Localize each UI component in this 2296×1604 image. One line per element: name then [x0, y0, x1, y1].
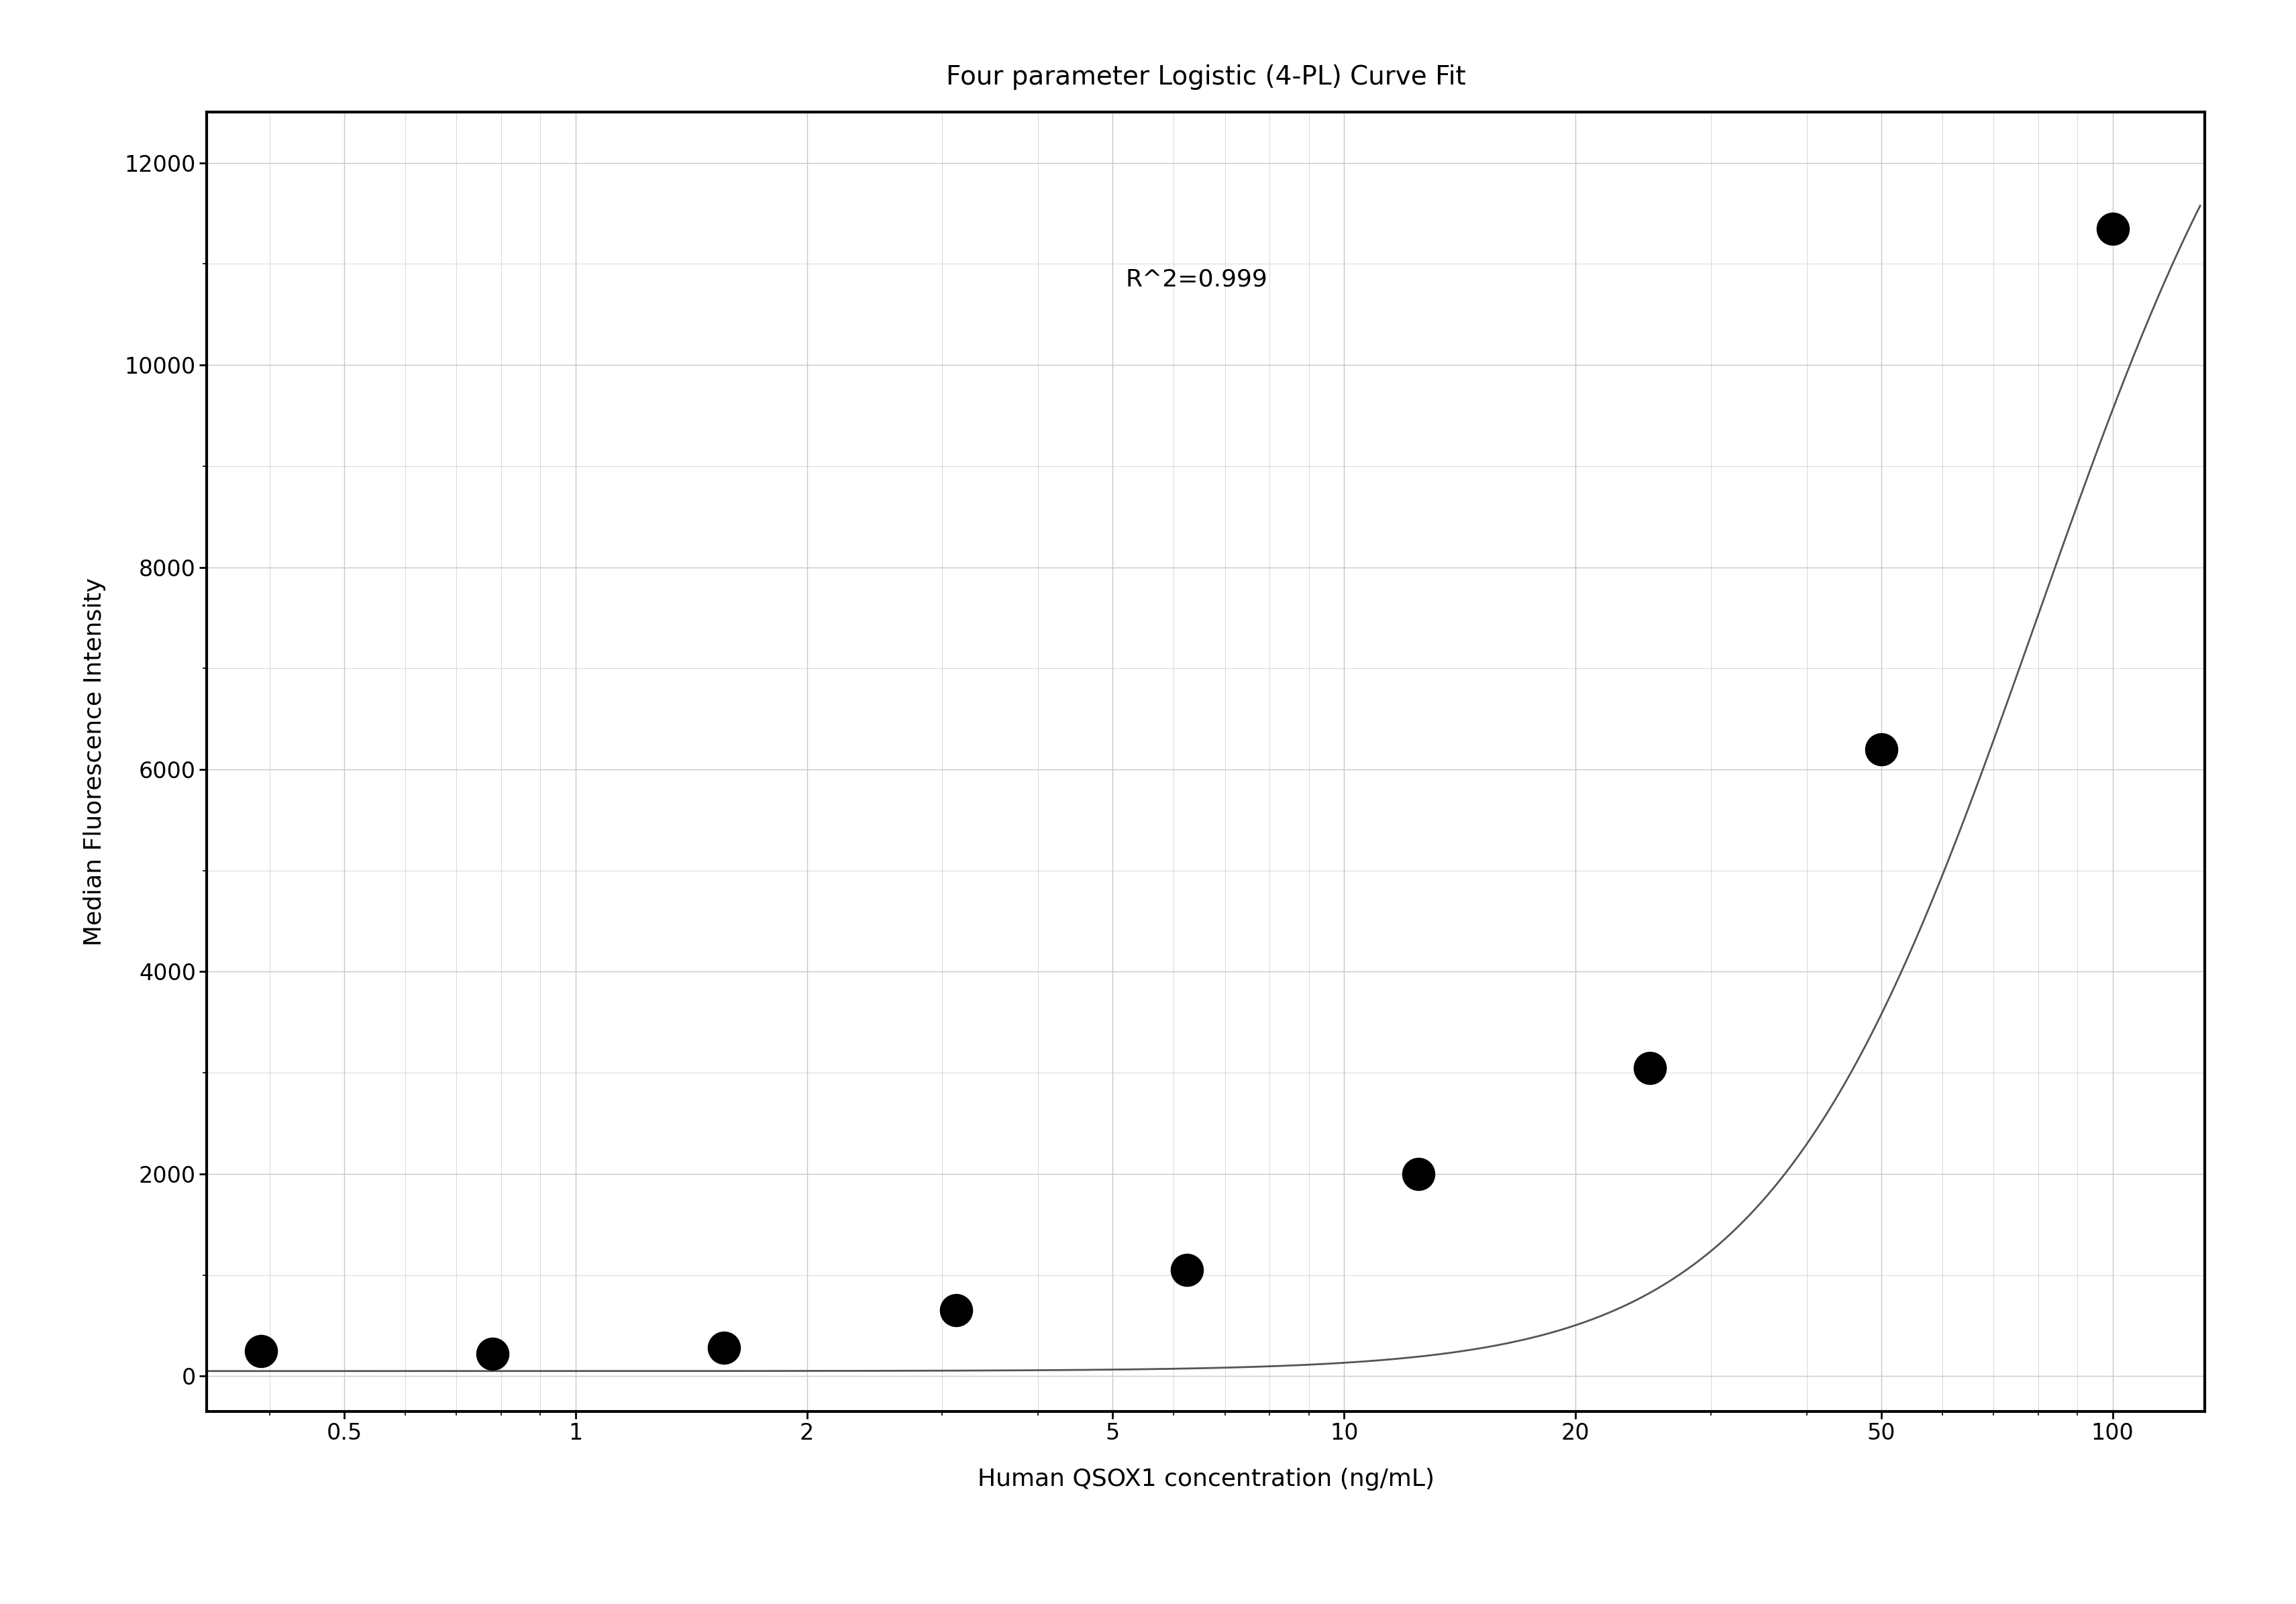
Y-axis label: Median Fluorescence Intensity: Median Fluorescence Intensity [83, 577, 106, 946]
Point [475, 1341, 512, 1367]
Point [1630, 1055, 1667, 1081]
X-axis label: Human QSOX1 concentration (ng/mL): Human QSOX1 concentration (ng/mL) [978, 1468, 1433, 1490]
Point [705, 1335, 742, 1360]
Point [1401, 1161, 1437, 1187]
Point [937, 1298, 974, 1323]
Point [1862, 736, 1899, 762]
Text: R^2=0.999: R^2=0.999 [1125, 268, 1267, 290]
Title: Four parameter Logistic (4-PL) Curve Fit: Four parameter Logistic (4-PL) Curve Fit [946, 64, 1465, 90]
Point [243, 1338, 280, 1363]
Point [1169, 1258, 1205, 1283]
Point [2094, 215, 2131, 241]
